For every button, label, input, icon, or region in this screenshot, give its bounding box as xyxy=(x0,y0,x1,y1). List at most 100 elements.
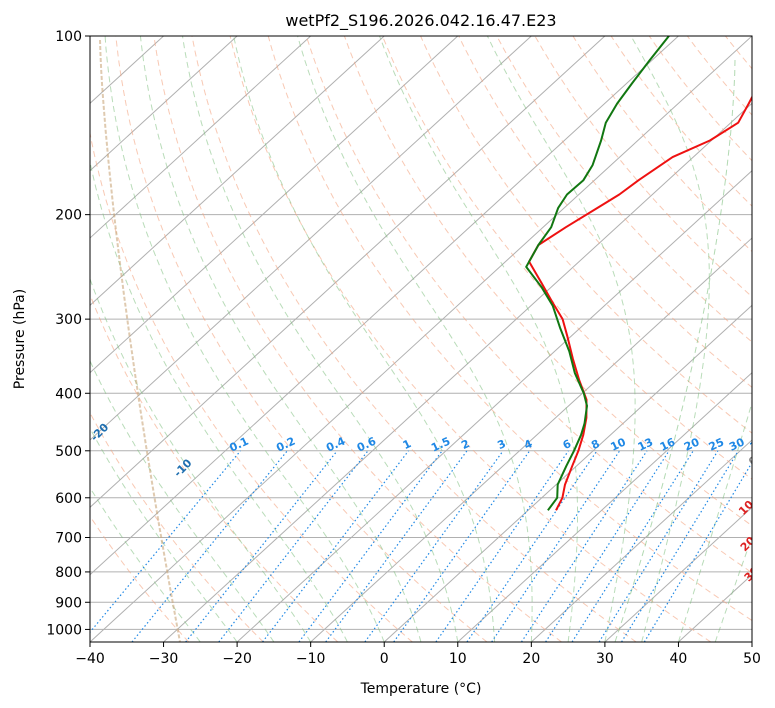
x-axis-label: Temperature (°C) xyxy=(360,681,482,697)
sounding-series xyxy=(525,36,752,511)
isotherm xyxy=(90,36,459,374)
moist-adiabat xyxy=(297,36,533,642)
moist-adiabat-label: 0 xyxy=(746,453,761,468)
chart-title: wetPf2_S196.2026.042.16.47.E23 xyxy=(285,11,556,31)
x-axis-ticks: −40 −30 −20 −10 0 10 20 30 40 50 xyxy=(75,642,761,667)
y-tick-label: 500 xyxy=(55,444,82,460)
moist-adiabat-label: 30 xyxy=(742,564,762,584)
plot-frame xyxy=(89,35,753,643)
x-tick-label: 0 xyxy=(380,651,389,667)
moist-adiabat xyxy=(677,401,752,642)
isotherm xyxy=(90,36,606,509)
dry-adiabat xyxy=(153,36,562,642)
moist-adiabat-label: 40 xyxy=(750,590,770,610)
dry-adiabat xyxy=(648,36,752,162)
isotherm xyxy=(90,36,312,239)
mixing-ratio-line xyxy=(131,450,288,642)
dry-adiabat xyxy=(420,36,752,434)
moist-adiabat xyxy=(379,36,578,642)
mixing-ratio-label: 25 xyxy=(707,435,726,453)
reference-curve xyxy=(614,59,736,642)
dry-adiabat xyxy=(191,36,637,642)
x-tick-label: −10 xyxy=(296,651,326,667)
dry-adiabat xyxy=(496,36,752,343)
moist-adiabat xyxy=(104,36,385,642)
mixing-ratio-line xyxy=(466,450,598,642)
y-axis-label: Pressure (hPa) xyxy=(12,289,28,389)
isotherm xyxy=(90,36,238,172)
isotherm xyxy=(310,237,752,642)
dry-adiabat xyxy=(382,36,752,480)
mixing-ratio-line xyxy=(218,450,369,642)
isotherm xyxy=(383,304,752,642)
isotherm xyxy=(90,36,532,441)
moist-adiabat xyxy=(90,277,312,642)
moist-adiabat xyxy=(714,535,752,642)
y-tick-label: 400 xyxy=(55,386,82,402)
isotherm xyxy=(90,36,679,576)
moist-adiabat xyxy=(90,486,201,642)
pressure-gridlines xyxy=(90,36,752,630)
mixing-ratio-label: 13 xyxy=(636,435,655,453)
isotherm xyxy=(530,439,752,642)
isotherm-gridlines xyxy=(90,36,752,642)
mixing-ratio-label: 16 xyxy=(658,435,678,453)
mixing-ratio-line xyxy=(364,450,504,642)
mixing-ratio-line xyxy=(621,450,739,642)
dry-adiabat xyxy=(305,36,752,574)
x-tick-label: 50 xyxy=(743,651,761,667)
mixing-ratio-label: 30 xyxy=(727,435,747,453)
mixing-ratio-line xyxy=(90,450,241,634)
plot-area: -100-90-80-70-60-50-40-30-20-100.10.20.4… xyxy=(90,36,770,642)
isotherm xyxy=(604,506,752,642)
y-tick-label: 700 xyxy=(55,531,82,547)
moist-adiabat xyxy=(90,159,348,642)
isotherm xyxy=(457,371,752,642)
x-tick-label: 10 xyxy=(449,651,467,667)
mixing-ratio-label: 20 xyxy=(682,435,702,453)
x-tick-label: 20 xyxy=(522,651,540,667)
mixing-ratio-lines xyxy=(90,450,752,642)
dry-adiabat xyxy=(115,36,488,642)
y-tick-label: 1000 xyxy=(46,622,82,638)
moist-adiabats xyxy=(90,36,752,642)
dry-adiabat xyxy=(90,515,190,642)
mixing-ratio-line xyxy=(393,450,531,642)
dewpoint-profile xyxy=(525,36,670,511)
x-tick-label: −20 xyxy=(222,651,252,667)
x-tick-label: −40 xyxy=(75,651,105,667)
mixing-ratio-line xyxy=(262,450,410,642)
mixing-ratio-line xyxy=(571,450,694,642)
mixing-ratio-label: 10 xyxy=(608,435,628,453)
moist-adiabat xyxy=(90,359,275,642)
reference-curves xyxy=(99,39,736,642)
y-axis-ticks: 1000 900 800 700 600 500 400 300 200 100 xyxy=(46,29,90,638)
mixing-ratio-line xyxy=(598,450,719,642)
moist-adiabat xyxy=(90,427,238,642)
y-tick-label: 800 xyxy=(55,565,82,581)
x-tick-label: −30 xyxy=(149,651,179,667)
moist-adiabat xyxy=(486,36,636,642)
x-tick-label: 40 xyxy=(670,651,688,667)
moist-adiabat xyxy=(630,36,710,642)
temperature-profile xyxy=(528,95,752,511)
moist-adiabat xyxy=(182,36,459,642)
y-tick-label: 600 xyxy=(55,491,82,507)
mixing-ratio-line xyxy=(643,461,752,642)
y-tick-label: 200 xyxy=(55,208,82,224)
x-tick-label: 30 xyxy=(596,651,614,667)
moist-adiabat xyxy=(139,36,422,642)
mixing-ratio-label: 36 xyxy=(748,435,768,453)
isotherm xyxy=(90,36,385,307)
y-tick-label: 300 xyxy=(55,312,82,328)
dry-adiabat xyxy=(343,36,752,527)
reference-curve xyxy=(99,39,181,642)
dry-adiabat xyxy=(90,411,264,642)
moist-adiabat xyxy=(233,36,496,642)
dry-adiabat xyxy=(572,36,752,253)
dry-adiabat xyxy=(458,36,752,389)
dry-adiabat xyxy=(90,130,413,642)
y-tick-label: 900 xyxy=(55,595,82,611)
y-tick-label: 100 xyxy=(55,29,82,45)
